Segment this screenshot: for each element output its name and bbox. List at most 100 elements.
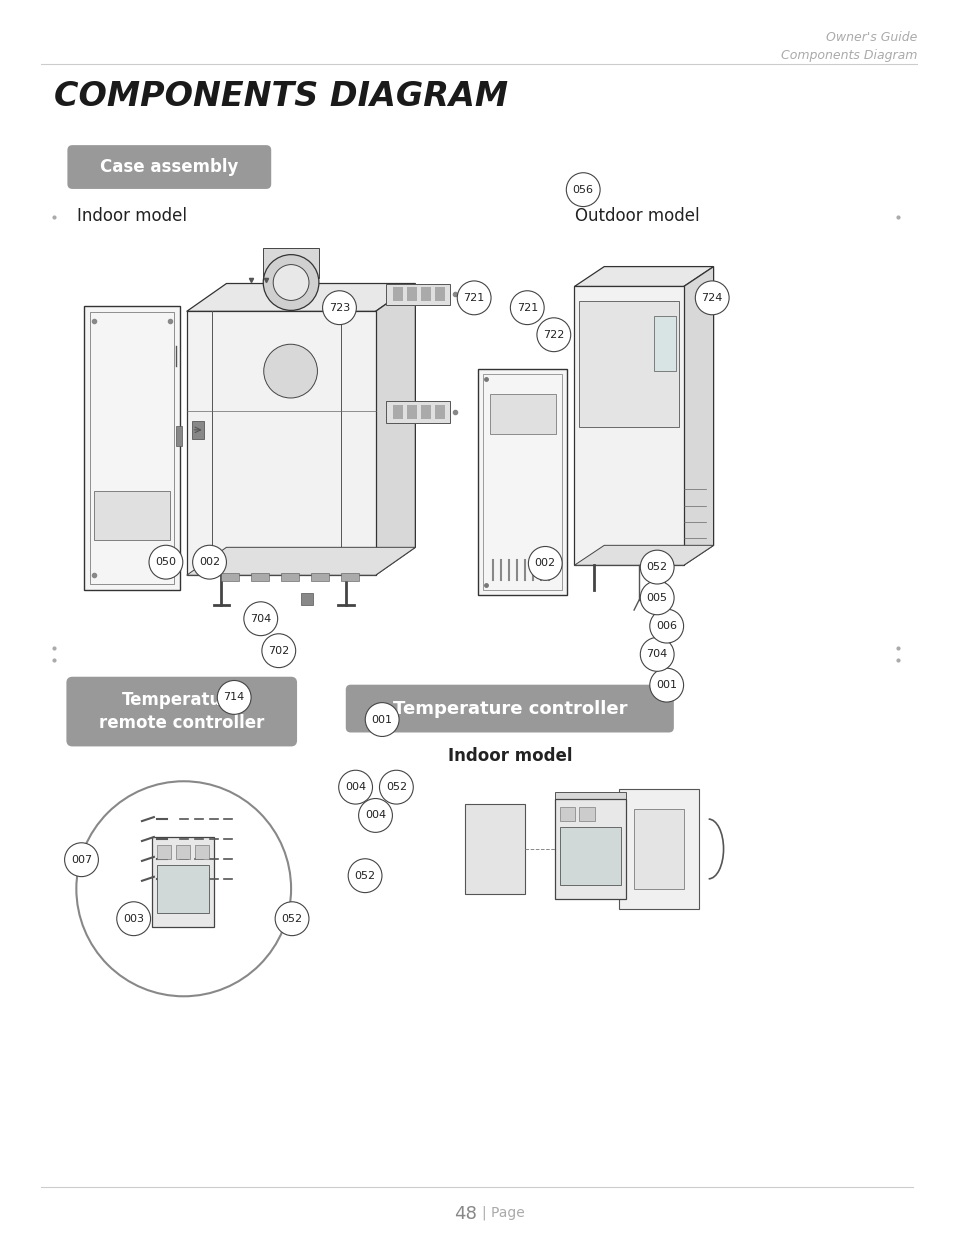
Text: COMPONENTS DIAGRAM: COMPONENTS DIAGRAM [54, 80, 508, 114]
Text: Outdoor model: Outdoor model [574, 206, 699, 225]
Circle shape [649, 668, 683, 701]
Text: 721: 721 [463, 293, 484, 303]
Circle shape [639, 550, 674, 584]
Text: 052: 052 [646, 562, 667, 572]
Bar [464, 804, 524, 894]
Text: Temperature controller: Temperature controller [392, 699, 626, 718]
Text: Indoor model: Indoor model [77, 206, 187, 225]
Text: 052: 052 [385, 782, 407, 792]
Bar [407, 405, 416, 419]
Text: Indoor model: Indoor model [447, 747, 572, 766]
Circle shape [263, 345, 317, 398]
Text: 004: 004 [365, 810, 386, 820]
Circle shape [639, 637, 674, 672]
Bar [152, 837, 213, 926]
Bar [194, 845, 209, 858]
Circle shape [76, 782, 291, 997]
Circle shape [358, 799, 392, 832]
Bar [311, 573, 329, 582]
Circle shape [456, 280, 491, 315]
Circle shape [510, 290, 543, 325]
Polygon shape [375, 284, 415, 576]
Circle shape [348, 858, 381, 893]
Circle shape [379, 771, 413, 804]
Bar [490, 394, 555, 433]
Circle shape [365, 703, 398, 736]
Text: 004: 004 [345, 782, 366, 792]
Bar [251, 573, 269, 582]
Bar [407, 288, 416, 301]
Bar [393, 288, 403, 301]
Bar [421, 288, 431, 301]
Circle shape [263, 254, 318, 310]
Circle shape [65, 842, 98, 877]
Bar [393, 405, 403, 419]
Text: 48: 48 [454, 1205, 476, 1224]
Circle shape [566, 173, 599, 206]
Bar [554, 799, 625, 899]
Bar [618, 789, 698, 909]
Bar [421, 405, 431, 419]
Circle shape [338, 771, 372, 804]
Text: 007: 007 [71, 855, 92, 864]
Circle shape [116, 902, 151, 936]
Text: 002: 002 [535, 558, 556, 568]
Circle shape [262, 634, 295, 668]
Text: 704: 704 [646, 650, 667, 659]
Circle shape [217, 680, 251, 714]
Bar [281, 573, 298, 582]
Text: 002: 002 [199, 557, 220, 567]
Text: 714: 714 [223, 693, 245, 703]
Text: 001: 001 [656, 680, 677, 690]
Polygon shape [187, 547, 415, 576]
Text: 006: 006 [656, 621, 677, 631]
Bar [263, 248, 318, 278]
Text: 724: 724 [700, 293, 722, 303]
Text: | Page: | Page [481, 1205, 524, 1220]
Text: 722: 722 [542, 330, 564, 340]
Text: 005: 005 [646, 593, 667, 603]
Circle shape [639, 580, 674, 615]
Bar [84, 306, 179, 590]
Polygon shape [574, 267, 713, 287]
Bar [477, 369, 567, 595]
Polygon shape [187, 284, 415, 311]
Bar [156, 864, 209, 913]
Bar [192, 421, 203, 438]
Bar [91, 312, 173, 584]
Circle shape [273, 264, 309, 300]
FancyBboxPatch shape [68, 146, 271, 189]
Circle shape [193, 545, 226, 579]
Bar [156, 845, 171, 858]
Circle shape [528, 546, 561, 580]
Bar [653, 316, 675, 370]
Bar [558, 827, 620, 884]
Polygon shape [554, 792, 625, 799]
Bar [221, 573, 239, 582]
Text: 003: 003 [123, 914, 144, 924]
Polygon shape [187, 311, 375, 576]
Text: Owner's Guide: Owner's Guide [825, 31, 917, 43]
Text: Case assembly: Case assembly [100, 158, 238, 177]
Bar [482, 374, 562, 590]
Circle shape [244, 601, 277, 636]
Bar [175, 426, 181, 446]
Bar [301, 593, 313, 605]
FancyBboxPatch shape [67, 677, 296, 746]
Text: 056: 056 [572, 185, 593, 195]
Circle shape [537, 317, 570, 352]
Circle shape [649, 609, 683, 643]
Text: 052: 052 [281, 914, 302, 924]
Bar [634, 809, 683, 889]
Circle shape [322, 290, 356, 325]
Polygon shape [683, 267, 713, 566]
Text: 050: 050 [155, 557, 176, 567]
Bar [578, 808, 595, 821]
Text: 721: 721 [517, 303, 537, 312]
Text: 052: 052 [355, 871, 375, 881]
Polygon shape [574, 546, 713, 566]
Bar [340, 573, 358, 582]
Polygon shape [385, 401, 450, 422]
Polygon shape [385, 284, 450, 305]
Bar [574, 287, 683, 566]
